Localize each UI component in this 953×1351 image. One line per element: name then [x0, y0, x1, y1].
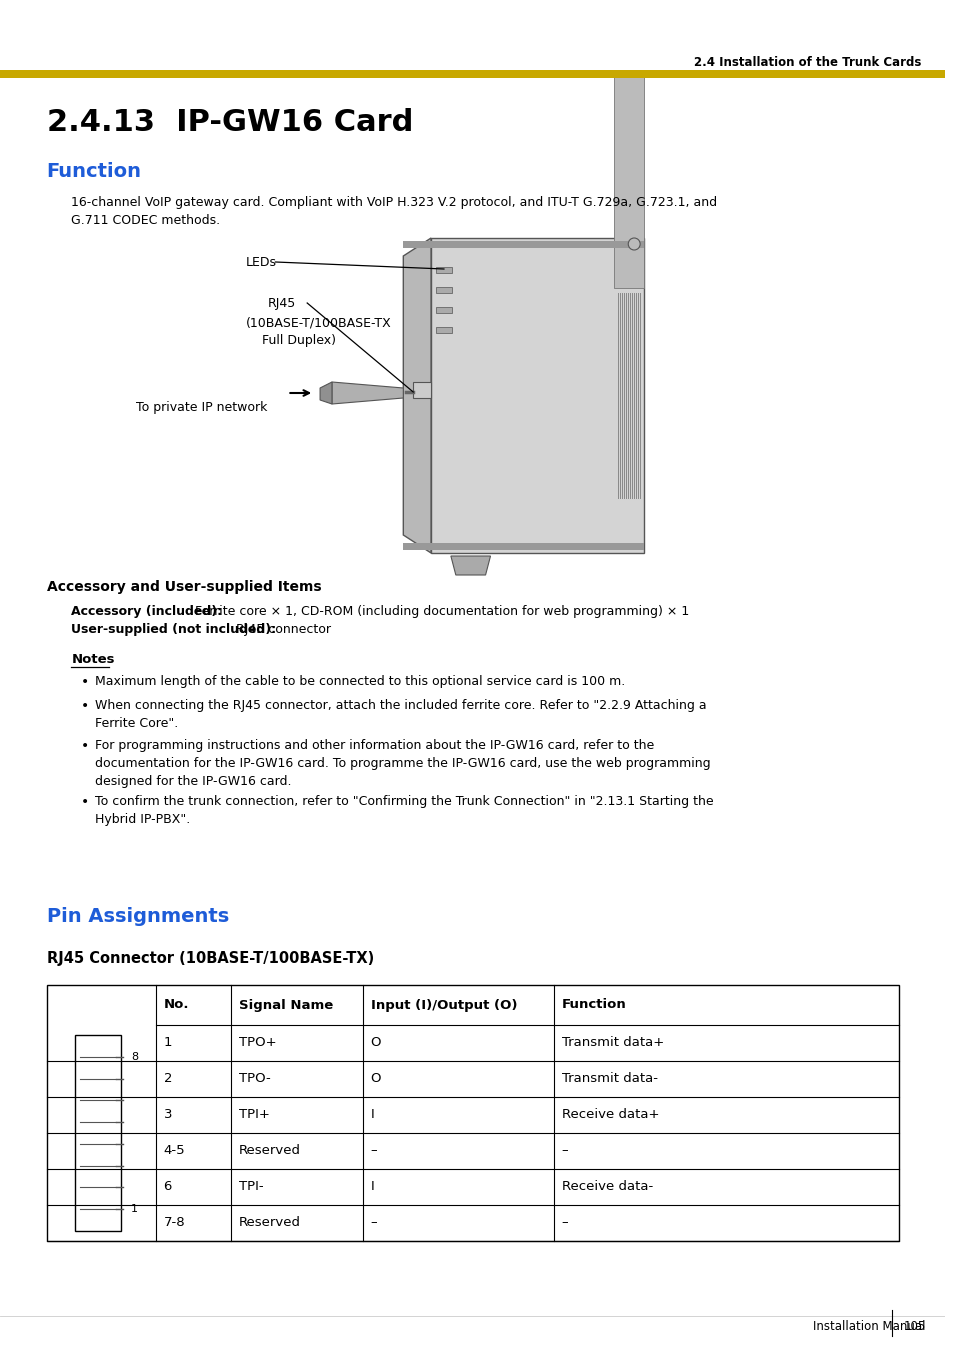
Circle shape [628, 238, 639, 250]
Text: TPO+: TPO+ [238, 1036, 276, 1050]
Text: Signal Name: Signal Name [238, 998, 333, 1012]
Text: To confirm the trunk connection, refer to "Confirming the Trunk Connection" in ": To confirm the trunk connection, refer t… [95, 794, 713, 825]
Polygon shape [431, 238, 643, 553]
Bar [403, 543, 643, 550]
Text: •: • [81, 794, 90, 809]
Text: •: • [81, 739, 90, 753]
Text: –: – [561, 1216, 568, 1229]
Text: No.: No. [163, 998, 189, 1012]
Text: Ferrite core × 1, CD-ROM (including documentation for web programming) × 1: Ferrite core × 1, CD-ROM (including docu… [191, 605, 689, 617]
Text: I: I [370, 1109, 374, 1121]
Text: TPI-: TPI- [238, 1181, 263, 1193]
Text: Pin Assignments: Pin Assignments [47, 907, 229, 925]
Bar [0, 70, 944, 78]
Text: 8: 8 [131, 1052, 138, 1062]
Text: Maximum length of the cable to be connected to this optional service card is 100: Maximum length of the cable to be connec… [95, 676, 625, 688]
Text: When connecting the RJ45 connector, attach the included ferrite core. Refer to ": When connecting the RJ45 connector, atta… [95, 698, 706, 730]
Text: RJ45: RJ45 [267, 296, 295, 309]
Text: Installation Manual: Installation Manual [812, 1320, 924, 1333]
Text: 2.4.13  IP-GW16 Card: 2.4.13 IP-GW16 Card [47, 108, 413, 136]
Polygon shape [332, 382, 403, 404]
Text: 2: 2 [163, 1073, 172, 1085]
Text: 16-channel VoIP gateway card. Compliant with VoIP H.323 V.2 protocol, and ITU-T : 16-channel VoIP gateway card. Compliant … [71, 196, 717, 227]
Text: Accessory and User-supplied Items: Accessory and User-supplied Items [47, 580, 321, 594]
Bar [436, 267, 452, 273]
Polygon shape [451, 557, 490, 576]
Text: 3: 3 [163, 1109, 172, 1121]
Text: 4-5: 4-5 [163, 1144, 185, 1158]
Text: Notes: Notes [71, 653, 114, 666]
Text: Accessory (included):: Accessory (included): [71, 605, 222, 617]
Text: 7-8: 7-8 [163, 1216, 185, 1229]
Text: •: • [81, 698, 90, 713]
Bar [75, 1035, 121, 1231]
Text: •: • [81, 676, 90, 689]
Text: 1: 1 [163, 1036, 172, 1050]
Text: –: – [370, 1144, 376, 1158]
Text: To private IP network: To private IP network [135, 401, 267, 415]
Text: Reserved: Reserved [238, 1144, 300, 1158]
Bar [436, 327, 452, 332]
Text: Function: Function [561, 998, 626, 1012]
Bar [403, 240, 643, 249]
Text: Function: Function [47, 162, 141, 181]
Text: Input (I)/Output (O): Input (I)/Output (O) [370, 998, 517, 1012]
Text: Receive data-: Receive data- [561, 1181, 653, 1193]
Text: TPO-: TPO- [238, 1073, 271, 1085]
Polygon shape [403, 238, 431, 553]
Text: I: I [370, 1181, 374, 1193]
Text: Transmit data+: Transmit data+ [561, 1036, 663, 1050]
Polygon shape [320, 382, 332, 404]
Text: Reserved: Reserved [238, 1216, 300, 1229]
Text: For programming instructions and other information about the IP-GW16 card, refer: For programming instructions and other i… [95, 739, 710, 788]
Bar [47, 985, 898, 1242]
Text: RJ45 connector: RJ45 connector [232, 623, 331, 636]
Text: TPI+: TPI+ [238, 1109, 270, 1121]
Text: Transmit data-: Transmit data- [561, 1073, 658, 1085]
Text: (10BASE-T/100BASE-TX
    Full Duplex): (10BASE-T/100BASE-TX Full Duplex) [246, 317, 391, 347]
Text: RJ45 Connector (10BASE-T/100BASE-TX): RJ45 Connector (10BASE-T/100BASE-TX) [47, 951, 374, 966]
Text: 2.4 Installation of the Trunk Cards: 2.4 Installation of the Trunk Cards [694, 55, 921, 69]
Text: 6: 6 [163, 1181, 172, 1193]
Text: O: O [370, 1073, 380, 1085]
Text: LEDs: LEDs [246, 255, 276, 269]
Text: –: – [561, 1144, 568, 1158]
Bar [436, 307, 452, 313]
Text: Receive data+: Receive data+ [561, 1109, 659, 1121]
Text: –: – [370, 1216, 376, 1229]
Text: 1: 1 [131, 1204, 137, 1215]
Bar [614, 73, 643, 288]
Text: User-supplied (not included):: User-supplied (not included): [71, 623, 276, 636]
Bar [413, 382, 431, 399]
Bar [436, 286, 452, 293]
Text: 105: 105 [902, 1320, 925, 1333]
Text: O: O [370, 1036, 380, 1050]
